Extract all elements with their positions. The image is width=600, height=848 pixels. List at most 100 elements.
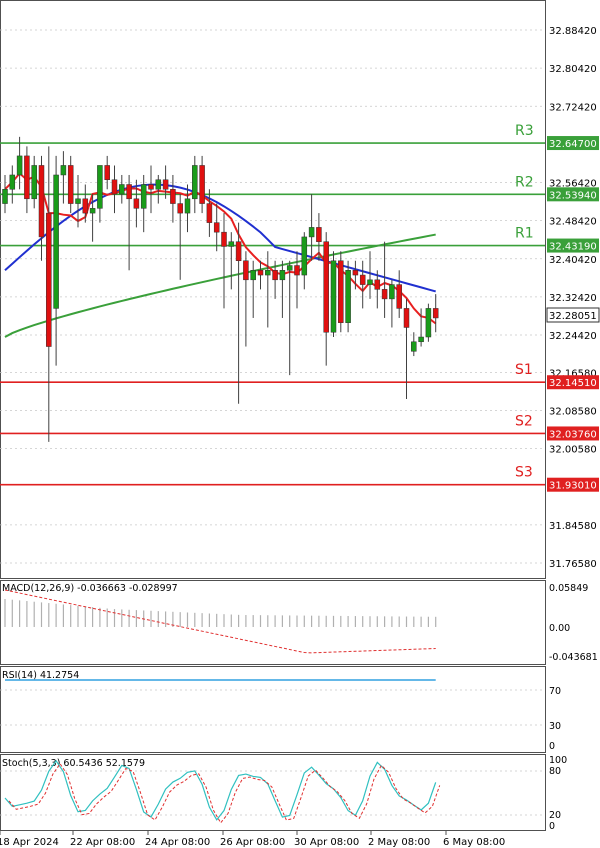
candle-body	[111, 179, 118, 195]
rsi-panel	[0, 666, 546, 753]
moving-average-slow-line	[4, 233, 436, 338]
candle-body	[119, 184, 125, 195]
level-price-box	[547, 187, 599, 202]
rsi-tick-2: 0	[549, 741, 555, 752]
candle-body	[396, 284, 402, 309]
stoch-label: Stoch(5,3,3) 60.5436 52.1579	[2, 758, 145, 769]
candle-body	[38, 165, 45, 238]
candle-body	[89, 208, 96, 214]
candle-body	[359, 274, 366, 285]
candle-body	[323, 241, 329, 333]
candle-body	[16, 155, 23, 176]
level-price-box	[547, 477, 599, 492]
price-tick-label: 32.88420	[549, 26, 597, 37]
candle-body	[104, 165, 110, 180]
candle-body	[381, 289, 388, 300]
candle-body	[199, 165, 205, 204]
stoch-panel	[0, 754, 546, 831]
candle-body	[192, 165, 198, 200]
level-price-label: 32.03760	[549, 429, 597, 440]
candle-body	[24, 155, 30, 200]
candle-body	[97, 165, 103, 209]
macd-tick-1: 0.00	[549, 623, 570, 634]
candle-body	[155, 179, 162, 190]
level-name-r3: R3	[515, 123, 534, 139]
rsi-label: RSI(14) 41.2754	[2, 670, 79, 681]
candle-body	[272, 270, 278, 281]
candle-body	[411, 341, 417, 352]
moving-average-medium-line	[4, 183, 436, 293]
level-price-label: 32.43190	[549, 242, 597, 253]
candle-body	[316, 227, 322, 242]
candle-body	[126, 184, 132, 200]
macd-tick-2: -0.043681	[549, 652, 598, 663]
candle-body	[338, 260, 344, 323]
level-price-label: 32.53940	[549, 190, 597, 201]
candle-body	[170, 189, 176, 204]
x-axis-label: 22 Apr 08:00	[70, 837, 135, 848]
x-axis-label: 18 Apr 2024	[0, 837, 59, 848]
candle-body	[67, 165, 74, 204]
candle-body	[162, 179, 169, 190]
stoch-tick-1: 80	[549, 766, 561, 777]
price-tick-label: 32.00580	[549, 445, 597, 456]
x-axis-label: 2 May 08:00	[368, 837, 430, 848]
macd-label: MACD(12,26,9) -0.036663 -0.028997	[2, 583, 178, 594]
candle-body	[345, 270, 351, 323]
stoch-tick-2: 20	[549, 810, 561, 821]
candle-body	[286, 265, 293, 271]
candle-body	[374, 279, 381, 290]
rsi-tick-1: 30	[549, 721, 561, 732]
candle-body	[46, 212, 52, 347]
candle-body	[235, 241, 242, 262]
candle-body	[228, 241, 235, 247]
candle-body	[425, 308, 432, 338]
candle-body	[206, 203, 213, 223]
level-price-box	[547, 136, 599, 151]
price-tick-label: 31.76580	[549, 559, 597, 570]
candle-body	[82, 198, 89, 214]
main-panel	[0, 0, 546, 579]
price-tick-label: 32.08580	[549, 406, 597, 417]
stoch-signal-line	[8, 762, 441, 824]
moving-average-fast-line	[4, 171, 437, 325]
candle-body	[53, 174, 59, 309]
candle-body	[432, 308, 439, 319]
x-axis-label: 30 Apr 08:00	[294, 837, 359, 848]
candle-body	[2, 189, 8, 204]
stoch-tick-3: 0	[549, 821, 555, 832]
rsi-tick-0: 70	[549, 686, 561, 697]
macd-tick-0: 0.05849	[549, 583, 588, 594]
price-tick-label: 32.40420	[549, 255, 597, 266]
x-axis-label: 6 May 08:00	[443, 837, 505, 848]
candle-body	[213, 222, 220, 233]
x-axis-label: 24 Apr 08:00	[145, 837, 210, 848]
x-axis-label: 26 Apr 08:00	[220, 837, 285, 848]
candle-body	[177, 203, 183, 214]
candle-body	[221, 231, 227, 247]
level-price-box	[547, 238, 599, 253]
candle-body	[133, 198, 140, 209]
candle-body	[418, 336, 424, 343]
price-tick-label: 31.84580	[549, 521, 597, 532]
candle-body	[250, 270, 256, 281]
candle-body	[294, 265, 300, 276]
price-tick-label: 32.80420	[549, 64, 597, 75]
stoch-tick-0: 100	[549, 755, 567, 766]
price-tick-label: 32.32420	[549, 293, 597, 304]
candle-body	[60, 165, 67, 176]
macd-panel	[0, 580, 546, 665]
price-tick-label: 32.56420	[549, 179, 597, 190]
candle-body	[403, 308, 410, 328]
candle-body	[367, 279, 373, 285]
candle-body	[9, 174, 16, 190]
level-price-label: 32.14510	[549, 378, 597, 389]
level-price-label: 31.93010	[549, 481, 597, 492]
level-price-label: 32.64700	[549, 139, 597, 150]
level-name-r1: R1	[515, 226, 534, 242]
candle-body	[31, 165, 37, 200]
level-name-r2: R2	[515, 174, 534, 190]
candle-body	[265, 270, 271, 276]
candle-body	[389, 284, 395, 300]
candle-body	[75, 198, 81, 204]
